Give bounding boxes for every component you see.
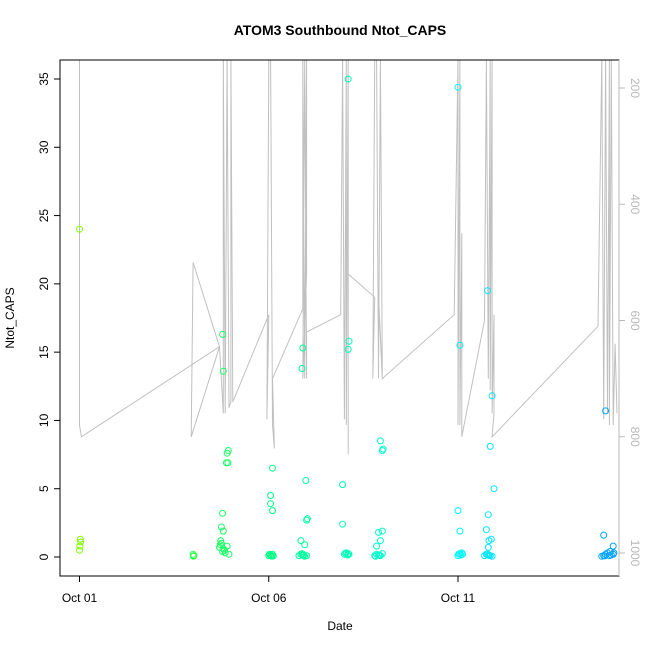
data-point <box>269 464 276 472</box>
data-point <box>376 537 384 545</box>
data-point <box>484 550 491 558</box>
data-point <box>76 542 84 550</box>
data-point <box>269 552 277 560</box>
data-point <box>303 552 311 560</box>
y2-tick-label: 400 <box>628 194 642 214</box>
data-point <box>221 546 228 554</box>
y2-axis: 200 400 600 800 1000 <box>618 60 642 576</box>
data-point <box>345 550 353 558</box>
data-point <box>300 551 308 559</box>
data-point <box>600 531 608 539</box>
data-point <box>189 552 197 560</box>
data-point <box>373 542 381 550</box>
y-tick-label: 20 <box>37 277 51 291</box>
points-layer <box>76 75 618 560</box>
data-point <box>266 550 273 558</box>
data-point <box>225 550 233 558</box>
data-point <box>301 541 309 549</box>
data-point <box>303 516 311 524</box>
data-point <box>299 344 307 352</box>
data-point <box>456 527 464 535</box>
data-point <box>219 367 227 375</box>
y2-tick-label: 800 <box>628 427 642 447</box>
data-point <box>298 550 306 558</box>
x-tick-label: Oct 06 <box>251 591 287 605</box>
data-point <box>484 543 492 551</box>
data-point <box>606 548 614 555</box>
data-point <box>482 526 490 534</box>
x-tick-label: Oct 01 <box>62 591 98 605</box>
trace-layer <box>79 60 618 455</box>
x-axis-title: Date <box>327 619 353 633</box>
data-point <box>298 365 306 372</box>
data-point <box>378 527 386 535</box>
data-point <box>375 528 382 536</box>
data-point <box>375 551 383 559</box>
data-point <box>340 550 348 558</box>
background-trace-line <box>79 60 618 455</box>
data-point <box>378 447 386 454</box>
data-point <box>376 437 384 445</box>
data-point <box>486 442 494 450</box>
data-point <box>267 500 275 508</box>
y2-tick-label: 600 <box>628 310 642 330</box>
y-axis: 0 5 10 15 20 25 30 35 <box>37 72 60 560</box>
y2-tick-label: 1000 <box>628 540 642 567</box>
data-point <box>219 330 227 338</box>
data-point <box>610 549 618 557</box>
y-tick-label: 25 <box>37 209 51 223</box>
y-tick-label: 5 <box>37 485 51 492</box>
data-point <box>224 459 232 467</box>
y-tick-label: 0 <box>37 553 51 560</box>
data-point <box>485 551 493 559</box>
data-point <box>341 549 349 557</box>
data-point <box>302 477 310 484</box>
y-axis-title: Ntot_CAPS <box>3 287 17 348</box>
data-point <box>76 535 84 543</box>
data-point <box>217 537 225 545</box>
data-point <box>76 546 83 554</box>
data-point <box>456 341 464 349</box>
y-tick-label: 35 <box>37 72 51 86</box>
data-point <box>484 511 492 519</box>
data-point <box>344 75 352 83</box>
y-tick-label: 15 <box>37 345 51 359</box>
chart-title: ATOM3 Southbound Ntot_CAPS <box>234 22 447 38</box>
data-point <box>455 550 463 558</box>
data-point <box>454 83 462 91</box>
x-axis: Oct 01 Oct 06 Oct 11 <box>62 576 476 605</box>
data-point <box>269 507 276 515</box>
x-tick-label: Oct 11 <box>441 591 476 605</box>
data-point <box>490 485 498 493</box>
data-point <box>601 552 609 560</box>
data-point <box>77 538 85 546</box>
data-point <box>339 481 347 489</box>
data-point <box>345 337 353 345</box>
data-point <box>219 509 227 517</box>
data-point <box>484 287 491 295</box>
data-point <box>217 523 225 531</box>
data-point <box>372 552 379 560</box>
data-point <box>219 527 227 535</box>
data-point <box>339 520 347 528</box>
data-point <box>297 537 305 545</box>
y2-tick-label: 200 <box>628 78 642 98</box>
y-tick-label: 10 <box>37 413 51 427</box>
data-point <box>454 507 462 515</box>
data-point <box>224 447 232 454</box>
data-point <box>267 492 275 499</box>
data-point <box>602 407 610 415</box>
data-point <box>303 515 311 523</box>
data-point <box>487 535 495 543</box>
data-point <box>76 225 83 233</box>
y-tick-label: 30 <box>37 140 51 154</box>
data-point <box>488 392 496 400</box>
data-point <box>344 345 352 353</box>
data-point <box>379 445 387 453</box>
data-point <box>459 550 466 558</box>
data-point <box>609 542 617 550</box>
data-point <box>219 548 227 555</box>
